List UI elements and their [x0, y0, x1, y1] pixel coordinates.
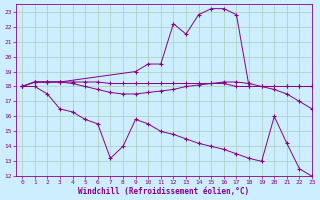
X-axis label: Windchill (Refroidissement éolien,°C): Windchill (Refroidissement éolien,°C) [78, 187, 250, 196]
